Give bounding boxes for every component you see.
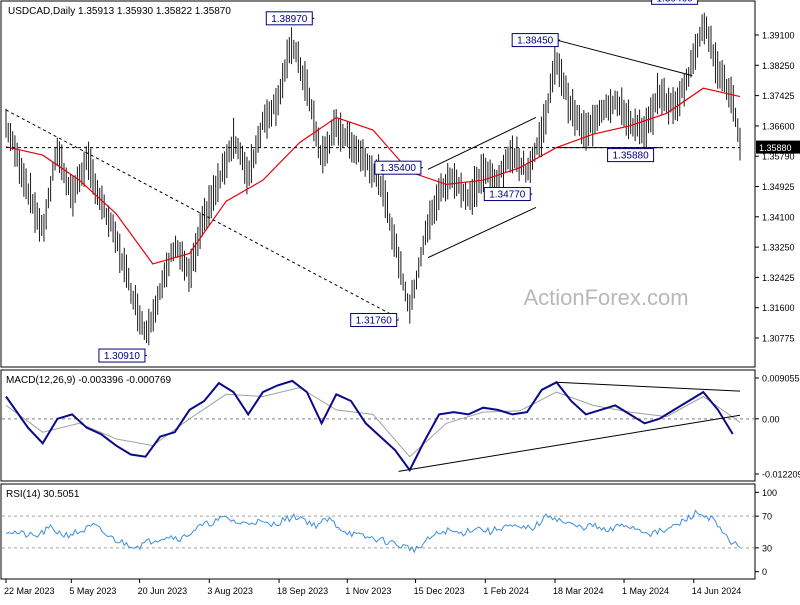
annotation-label: 1.38970 [271,14,308,25]
x-tick-label: 1 Feb 2024 [483,586,529,596]
price-y-tick-label: 1.31600 [762,303,795,313]
macd-panel [0,369,756,482]
price-trendline [427,117,537,170]
annotation-label: 1.35400 [380,163,417,174]
macd-y-tick-label: 0.009055 [762,374,800,384]
price-y-tick-label: 1.34925 [762,182,795,192]
macd-title: MACD(12,26,9) -0.003396 -0.000769 [6,375,172,386]
annotation-label: 1.31760 [356,315,393,326]
price-y-tick-label: 1.38250 [762,61,795,71]
rsi-y-tick-label: 100 [762,488,777,498]
annotation-box [511,33,559,48]
x-tick-label: 15 Dec 2023 [414,586,465,596]
moving-average-line [5,87,741,265]
macd-layer [2,379,754,473]
annotation-label: 1.35880 [613,151,650,162]
price-layer: 1.38970 1.30910 1.31760 1.35400 1.34770 1.384… [5,0,741,363]
price-y-tick-label: 1.33250 [762,243,795,253]
macd-trendline [398,414,741,472]
price-y-tick-label: 1.35790 [762,152,795,162]
x-tick-label: 1 May 2024 [622,586,669,596]
annotation-box [350,312,398,327]
price-panel [0,0,756,368]
annotation-label: 1.34770 [489,190,526,201]
annotation-label: 1.30910 [104,351,141,362]
current-price-box [756,140,800,154]
price-title: USDCAD,Daily 1.35913 1.35930 1.35822 1.3… [8,6,231,17]
macd-y-tick-label: 0.00 [762,414,780,424]
annotation-box [374,160,422,175]
rsi-y-tick-label: 70 [762,512,772,522]
x-tick-label: 20 Jun 2023 [138,586,188,596]
x-tick-label: 5 May 2023 [69,586,116,596]
annotation-box [651,0,699,5]
macd-line [5,379,734,473]
rsi-panel [0,483,756,580]
price-title-bg [4,3,154,17]
annotation-box [607,148,655,163]
annotation-box [483,187,531,202]
x-tick-label: 22 Mar 2023 [4,586,55,596]
x-tick-label: 14 Jun 2024 [692,586,742,596]
price-trendline [427,206,537,259]
price-y-tick-label: 1.37425 [762,91,795,101]
x-tick-label: 18 Sep 2023 [277,586,328,596]
price-y-tick-label: 1.34100 [762,212,795,222]
rsi-layer [2,509,754,554]
price-trendline [5,109,399,319]
rsi-y-tick-label: 30 [762,543,772,553]
annotation-label: 1.39460 [657,0,694,4]
x-tick-label: 18 Mar 2024 [553,586,604,596]
price-y-tick-label: 1.30775 [762,334,795,344]
price-y-tick-label: 1.36600 [762,121,795,131]
axis-layer: 1.39100 1.38250 1.37425 1.36600 1.35790 1.349… [4,31,800,596]
macd-signal-line [5,387,741,458]
x-tick-label: 3 Aug 2023 [207,586,253,596]
price-y-tick-label: 1.39100 [762,31,795,41]
rsi-title: RSI(14) 30.5051 [6,489,80,500]
annotation-box [265,11,313,26]
price-trendline [556,39,693,77]
x-tick-label: 1 Nov 2023 [345,586,391,596]
macd-trendline [556,381,741,392]
price-y-tick-label: 1.32425 [762,273,795,283]
annotation-box [98,348,146,363]
watermark: ActionForex.com [523,285,688,310]
macd-y-tick-label: -0.012209 [762,470,800,480]
annotation-label: 1.38450 [517,36,554,47]
current-price-label: 1.35880 [759,143,792,153]
rsi-line [5,509,741,554]
rsi-y-tick-label: 0 [762,567,767,577]
